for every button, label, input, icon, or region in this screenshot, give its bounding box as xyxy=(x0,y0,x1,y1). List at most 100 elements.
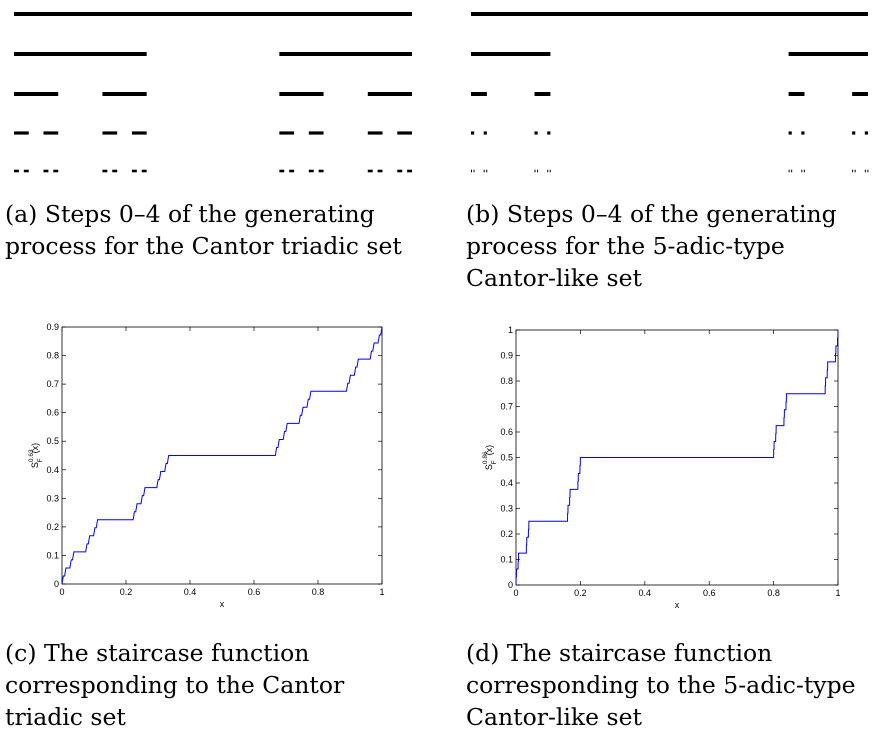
y-tick-label: 0.6 xyxy=(46,408,59,418)
cantor-segment xyxy=(788,131,792,135)
y-tick-label: 0.3 xyxy=(500,504,513,514)
cantor-segment xyxy=(788,169,790,173)
caption-c-text: The staircase function corresponding to … xyxy=(5,639,345,731)
y-tick-label: 0.3 xyxy=(46,493,59,503)
x-tick-label: 0.6 xyxy=(248,587,261,597)
caption-a-label: (a) xyxy=(5,200,38,228)
x-tick-label: 1 xyxy=(379,587,384,597)
cantor-segment xyxy=(791,169,793,173)
svg-text:S0.86F(x): S0.86 F(x) xyxy=(482,445,498,470)
caption-a-text: Steps 0–4 of the generating process for … xyxy=(5,200,402,260)
plot-frame xyxy=(61,326,383,585)
cantor-triadic-steps xyxy=(14,12,412,173)
cantor-segment xyxy=(537,169,539,173)
y-tick-label: 0.7 xyxy=(46,379,59,389)
cantor-segment xyxy=(486,169,488,173)
cantor-segment xyxy=(367,92,412,96)
cantor-segment xyxy=(14,12,412,16)
x-tick-label: 0.2 xyxy=(120,587,133,597)
cantor-segment xyxy=(102,92,147,96)
caption-c-label: (c) xyxy=(5,639,37,667)
cantor-segment xyxy=(864,131,868,135)
cantor-segment xyxy=(473,169,475,173)
cantor-segment xyxy=(23,169,29,173)
y-tick-label: 0.5 xyxy=(46,436,59,446)
cantor-segment xyxy=(397,169,403,173)
cantor-segment xyxy=(289,169,295,173)
cantor-segment xyxy=(483,131,487,135)
cantor-segment xyxy=(407,169,412,173)
x-tick-label: 1 xyxy=(835,588,840,598)
x-axis-label: x xyxy=(675,600,680,610)
y-axis-label: S0.63 F(x) xyxy=(28,443,44,468)
cantor-segment xyxy=(14,169,19,173)
cantor-segment xyxy=(14,131,29,135)
cantor-segment xyxy=(534,92,551,96)
cantor-segment xyxy=(141,169,147,173)
cantor-segment xyxy=(534,131,538,135)
caption-d-text: The staircase function corresponding to … xyxy=(466,639,856,731)
cantor-segment xyxy=(801,169,803,173)
cantor-segment xyxy=(788,92,805,96)
cantor-segment xyxy=(308,169,314,173)
cantor-segment xyxy=(14,52,147,56)
y-tick-label: 0.1 xyxy=(500,555,513,565)
cantor-segment xyxy=(14,92,59,96)
y-tick-label: 0.1 xyxy=(46,550,59,560)
cantor-segment xyxy=(867,169,869,173)
cantor-segment xyxy=(102,131,118,135)
y-tick-label: 0 xyxy=(508,580,513,590)
cantor-segment xyxy=(801,131,805,135)
cantor-segment xyxy=(471,52,551,56)
cantor-segment xyxy=(279,52,412,56)
cantor-segment xyxy=(279,92,324,96)
y-tick-label: 0.8 xyxy=(46,351,59,361)
cantor-segment xyxy=(471,131,475,135)
cantor-segment xyxy=(471,92,487,96)
caption-d: (d) The staircase function corresponding… xyxy=(466,637,876,733)
x-tick-label: 0 xyxy=(513,588,518,598)
cantor-segment xyxy=(397,131,412,135)
caption-c: (c) The staircase function corresponding… xyxy=(5,637,425,733)
cantor-segment xyxy=(547,131,551,135)
x-tick-label: 0.2 xyxy=(574,588,587,598)
cantor-segment xyxy=(549,169,551,173)
cantor-segment xyxy=(854,169,856,173)
y-axis-label: S0.86 F(x) xyxy=(482,445,498,470)
cantor-segment xyxy=(279,131,295,135)
cantor-segment xyxy=(547,169,549,173)
staircase-series-line xyxy=(515,329,839,586)
cantor-segment xyxy=(53,169,59,173)
x-tick-label: 0.8 xyxy=(767,588,780,598)
cantor-segment xyxy=(852,92,868,96)
cantor-segment xyxy=(852,169,854,173)
y-tick-label: 0.4 xyxy=(500,478,513,488)
y-tick-label: 0.9 xyxy=(500,351,513,361)
cantor-segment xyxy=(852,131,856,135)
cantor-segment xyxy=(803,169,805,173)
y-tick-label: 0.7 xyxy=(500,402,513,412)
x-tick-label: 0.4 xyxy=(184,587,197,597)
cantor-segment xyxy=(471,169,472,173)
cantor-segment xyxy=(367,169,373,173)
cantor-segment xyxy=(112,169,118,173)
y-tick-label: 0.8 xyxy=(500,376,513,386)
cantor-segment xyxy=(279,169,285,173)
caption-b-label: (b) xyxy=(466,200,500,228)
y-tick-label: 0 xyxy=(54,579,59,589)
y-tick-label: 1 xyxy=(508,325,513,335)
cantor-5adic-steps xyxy=(471,12,869,173)
y-tick-label: 0.2 xyxy=(500,529,513,539)
caption-b-text: Steps 0–4 of the generating process for … xyxy=(466,200,837,292)
caption-d-label: (d) xyxy=(466,639,500,667)
cantor-segment xyxy=(471,12,868,16)
staircase-chart-5adic: 0 0.2 0.4 0.6 0.8 1 0 0.1 0.2 0.3 0.4 0.5 0.6 0.7 0.8 0… xyxy=(482,325,841,610)
y-tick-label: 0.6 xyxy=(500,427,513,437)
cantor-segment xyxy=(788,52,868,56)
staircase-series-line xyxy=(61,326,383,585)
cantor-segment xyxy=(367,131,383,135)
svg-text:S0.63F(x): S0.63 F(x) xyxy=(28,443,44,468)
y-tick-label: 0.9 xyxy=(46,322,59,332)
cantor-segment xyxy=(864,169,866,173)
cantor-segment xyxy=(483,169,485,173)
